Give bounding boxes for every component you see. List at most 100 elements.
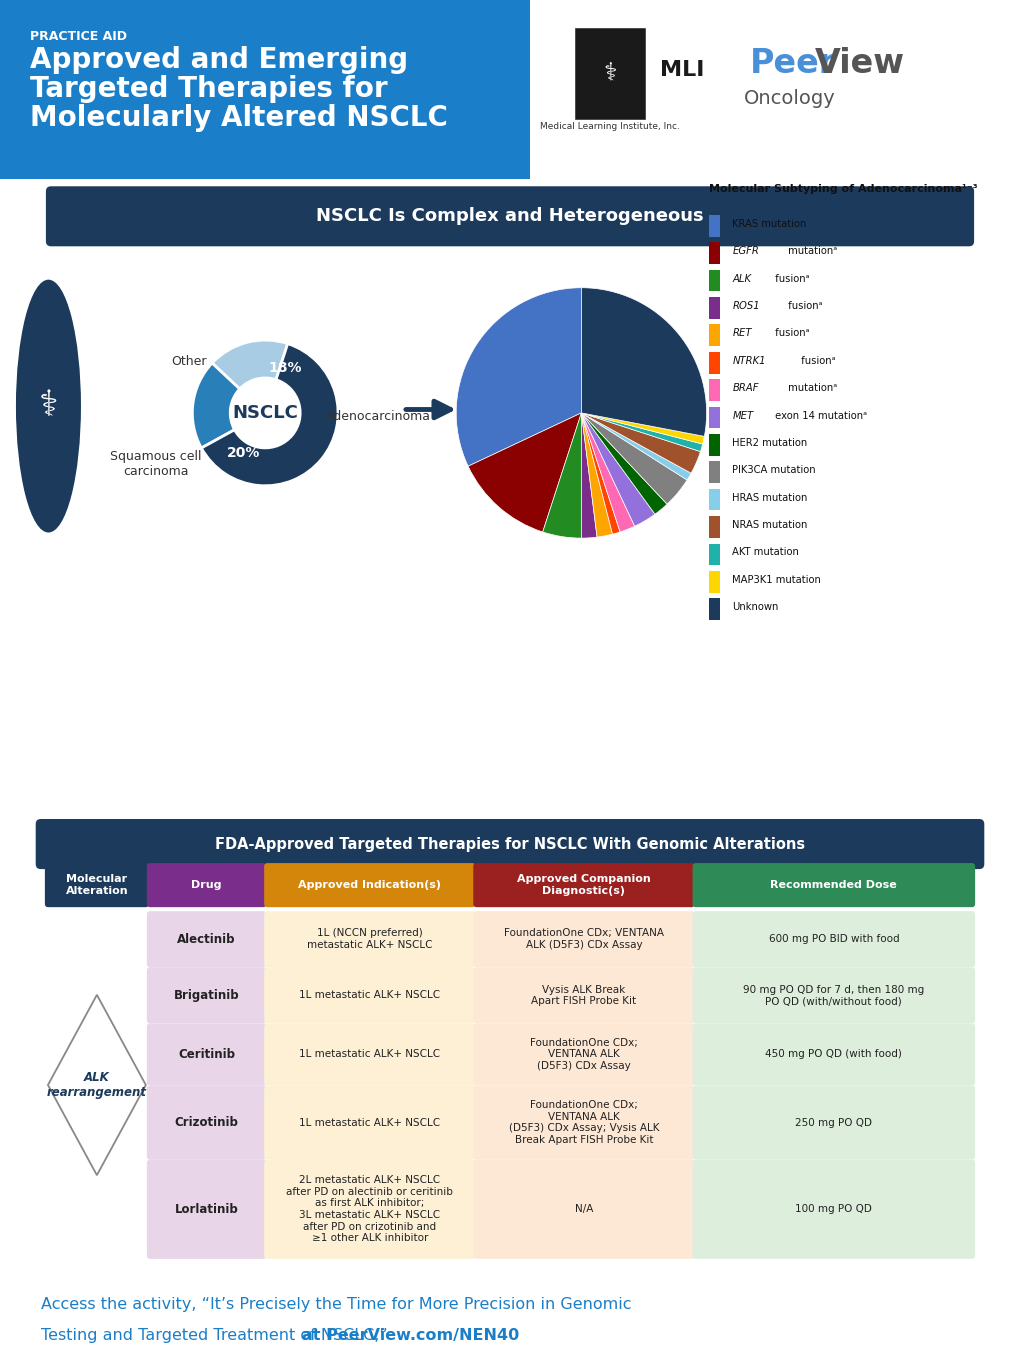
FancyBboxPatch shape xyxy=(147,912,266,968)
Text: ⚕: ⚕ xyxy=(602,61,616,86)
FancyBboxPatch shape xyxy=(692,1085,974,1160)
Wedge shape xyxy=(581,412,704,444)
Wedge shape xyxy=(201,344,337,486)
FancyBboxPatch shape xyxy=(708,571,718,592)
FancyBboxPatch shape xyxy=(46,186,973,246)
Text: ROS1: ROS1 xyxy=(732,302,759,311)
Text: MAP3K1 mutation: MAP3K1 mutation xyxy=(732,575,820,584)
Text: Alectinib: Alectinib xyxy=(177,932,235,946)
Text: Molecular Subtyping of Adenocarcinoma¹⁻³: Molecular Subtyping of Adenocarcinoma¹⁻³ xyxy=(708,184,976,194)
Text: RET: RET xyxy=(732,329,751,339)
Text: EGFR: EGFR xyxy=(732,246,758,257)
Wedge shape xyxy=(193,363,239,448)
FancyBboxPatch shape xyxy=(708,214,718,236)
Text: ⚕: ⚕ xyxy=(39,389,58,423)
FancyBboxPatch shape xyxy=(473,912,694,968)
Text: PRACTICE AID: PRACTICE AID xyxy=(30,30,127,44)
FancyBboxPatch shape xyxy=(473,968,694,1024)
Wedge shape xyxy=(581,288,706,437)
Text: 90 mg PO QD for 7 d, then 180 mg
PO QD (with/without food): 90 mg PO QD for 7 d, then 180 mg PO QD (… xyxy=(743,984,923,1006)
FancyBboxPatch shape xyxy=(708,352,718,374)
Text: 1L metastatic ALK+ NSCLC: 1L metastatic ALK+ NSCLC xyxy=(299,1118,440,1127)
Text: NTRK1: NTRK1 xyxy=(732,356,765,366)
Text: MLI: MLI xyxy=(659,60,704,81)
Text: 2L metastatic ALK+ NSCLC
after PD on alectinib or ceritinib
as first ALK inhibit: 2L metastatic ALK+ NSCLC after PD on ale… xyxy=(286,1175,452,1244)
FancyBboxPatch shape xyxy=(26,815,993,1294)
FancyBboxPatch shape xyxy=(692,968,974,1024)
FancyBboxPatch shape xyxy=(708,298,718,319)
Text: fusionᵃ: fusionᵃ xyxy=(771,273,809,284)
Wedge shape xyxy=(581,412,687,504)
Text: Access the activity, “It’s Precisely the Time for More Precision in Genomic: Access the activity, “It’s Precisely the… xyxy=(41,1297,631,1312)
Text: 1L (NCCN preferred)
metastatic ALK+ NSCLC: 1L (NCCN preferred) metastatic ALK+ NSCL… xyxy=(307,928,432,950)
FancyBboxPatch shape xyxy=(473,863,694,908)
FancyBboxPatch shape xyxy=(692,863,974,908)
Text: fusionᵃ: fusionᵃ xyxy=(798,356,836,366)
FancyBboxPatch shape xyxy=(473,1085,694,1160)
Text: 1L metastatic ALK+ NSCLC: 1L metastatic ALK+ NSCLC xyxy=(299,1050,440,1059)
Text: Testing and Targeted Treatment of NSCLC,”: Testing and Targeted Treatment of NSCLC,… xyxy=(41,1328,392,1343)
FancyBboxPatch shape xyxy=(264,912,475,968)
Text: AKT mutation: AKT mutation xyxy=(732,547,799,557)
Text: FoundationOne CDx; VENTANA
ALK (D5F3) CDx Assay: FoundationOne CDx; VENTANA ALK (D5F3) CD… xyxy=(503,928,663,950)
Wedge shape xyxy=(581,412,596,538)
FancyBboxPatch shape xyxy=(147,1085,266,1160)
Text: 600 mg PO BID with food: 600 mg PO BID with food xyxy=(767,934,899,945)
Text: Drug: Drug xyxy=(192,880,221,890)
FancyBboxPatch shape xyxy=(708,243,718,263)
Wedge shape xyxy=(468,412,581,532)
Text: Molecular
Alteration: Molecular Alteration xyxy=(65,875,128,895)
Text: Brigatinib: Brigatinib xyxy=(173,988,239,1002)
Text: 20%: 20% xyxy=(226,446,260,460)
FancyBboxPatch shape xyxy=(708,407,718,429)
FancyBboxPatch shape xyxy=(708,489,718,511)
Wedge shape xyxy=(212,340,287,389)
Wedge shape xyxy=(581,412,700,474)
FancyBboxPatch shape xyxy=(708,325,718,347)
Text: PIK3CA mutation: PIK3CA mutation xyxy=(732,465,815,475)
Ellipse shape xyxy=(16,280,81,532)
Text: Approved and Emerging: Approved and Emerging xyxy=(30,46,408,74)
Text: Oncology: Oncology xyxy=(744,89,835,108)
FancyBboxPatch shape xyxy=(575,29,644,119)
FancyBboxPatch shape xyxy=(147,863,266,908)
FancyBboxPatch shape xyxy=(708,516,718,538)
Text: mutationᵃ: mutationᵃ xyxy=(785,246,837,257)
FancyBboxPatch shape xyxy=(473,1160,694,1259)
FancyBboxPatch shape xyxy=(708,379,718,401)
FancyBboxPatch shape xyxy=(708,461,718,483)
Text: fusionᵃ: fusionᵃ xyxy=(785,302,822,311)
Wedge shape xyxy=(455,288,581,467)
Text: Lorlatinib: Lorlatinib xyxy=(174,1203,238,1216)
FancyBboxPatch shape xyxy=(264,968,475,1024)
Text: Crizotinib: Crizotinib xyxy=(174,1117,238,1129)
Text: MET: MET xyxy=(732,411,753,420)
Text: NSCLC Is Complex and Heterogeneous: NSCLC Is Complex and Heterogeneous xyxy=(316,207,703,225)
Wedge shape xyxy=(542,412,581,538)
Text: 1L metastatic ALK+ NSCLC: 1L metastatic ALK+ NSCLC xyxy=(299,991,440,1001)
FancyBboxPatch shape xyxy=(708,543,718,565)
FancyBboxPatch shape xyxy=(692,1160,974,1259)
Text: Molecularly Altered NSCLC: Molecularly Altered NSCLC xyxy=(30,105,447,132)
Text: KRAS mutation: KRAS mutation xyxy=(732,218,806,229)
Text: Approved Indication(s): Approved Indication(s) xyxy=(298,880,441,890)
Text: Vysis ALK Break
Apart FISH Probe Kit: Vysis ALK Break Apart FISH Probe Kit xyxy=(531,984,636,1006)
Text: Unknown: Unknown xyxy=(732,602,777,613)
Text: HRAS mutation: HRAS mutation xyxy=(732,493,807,502)
FancyBboxPatch shape xyxy=(264,1085,475,1160)
Text: 62%: 62% xyxy=(301,410,334,423)
Text: ALK
rearrangement: ALK rearrangement xyxy=(47,1072,147,1099)
Text: 18%: 18% xyxy=(269,360,302,375)
FancyBboxPatch shape xyxy=(147,1160,266,1259)
FancyBboxPatch shape xyxy=(692,912,974,968)
Wedge shape xyxy=(581,412,620,534)
FancyBboxPatch shape xyxy=(0,0,530,179)
FancyBboxPatch shape xyxy=(708,434,718,456)
Text: ALK: ALK xyxy=(732,273,751,284)
Text: fusionᵃ: fusionᵃ xyxy=(771,329,809,339)
Text: Medical Learning Institute, Inc.: Medical Learning Institute, Inc. xyxy=(539,121,680,131)
Wedge shape xyxy=(581,412,702,452)
Text: FoundationOne CDx;
VENTANA ALK
(D5F3) CDx Assay; Vysis ALK
Break Apart FISH Prob: FoundationOne CDx; VENTANA ALK (D5F3) CD… xyxy=(508,1100,658,1145)
Wedge shape xyxy=(581,412,634,532)
Text: Squamous cell
carcinoma: Squamous cell carcinoma xyxy=(110,450,202,478)
